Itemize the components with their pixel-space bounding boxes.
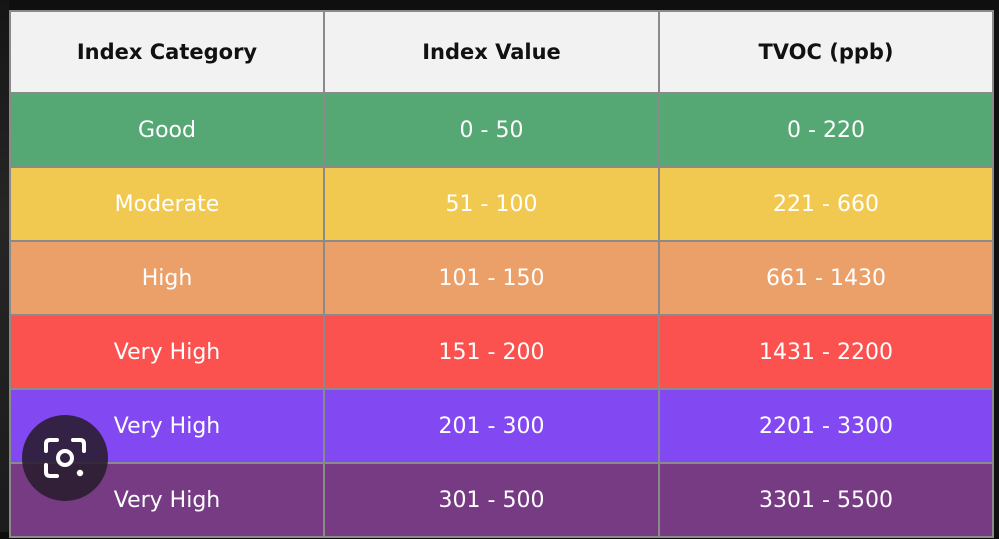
cell-tvoc: 0 - 220 [658, 92, 994, 168]
tvoc-index-table: Index Category Index Value TVOC (ppb) Go… [9, 10, 994, 538]
cell-category: High [9, 240, 325, 316]
table-row-very-high-1: Very High 151 - 200 1431 - 2200 [9, 314, 994, 390]
header-index-value: Index Value [323, 10, 660, 94]
table-row-good: Good 0 - 50 0 - 220 [9, 92, 994, 168]
cell-tvoc: 661 - 1430 [658, 240, 994, 316]
frame-left [0, 0, 9, 539]
cell-category: Good [9, 92, 325, 168]
cell-tvoc: 2201 - 3300 [658, 388, 994, 464]
table-row-very-high-2: Very High 201 - 300 2201 - 3300 [9, 388, 994, 464]
cell-index-value: 301 - 500 [323, 462, 660, 538]
cell-tvoc: 3301 - 5500 [658, 462, 994, 538]
header-row: Index Category Index Value TVOC (ppb) [9, 10, 994, 94]
table-row-very-high-3: Very High 301 - 500 3301 - 5500 [9, 462, 994, 538]
header-index-category: Index Category [9, 10, 325, 94]
cell-category: Moderate [9, 166, 325, 242]
cell-tvoc: 221 - 660 [658, 166, 994, 242]
cell-index-value: 151 - 200 [323, 314, 660, 390]
frame-right [991, 0, 999, 539]
cell-tvoc: 1431 - 2200 [658, 314, 994, 390]
visual-search-button[interactable] [22, 415, 108, 501]
table-row-high: High 101 - 150 661 - 1430 [9, 240, 994, 316]
cell-category: Very High [9, 314, 325, 390]
cell-index-value: 51 - 100 [323, 166, 660, 242]
header-tvoc: TVOC (ppb) [658, 10, 994, 94]
camera-lens-icon [44, 438, 86, 478]
cell-index-value: 0 - 50 [323, 92, 660, 168]
cell-index-value: 201 - 300 [323, 388, 660, 464]
table-row-moderate: Moderate 51 - 100 221 - 660 [9, 166, 994, 242]
frame-top [0, 0, 999, 10]
cell-index-value: 101 - 150 [323, 240, 660, 316]
